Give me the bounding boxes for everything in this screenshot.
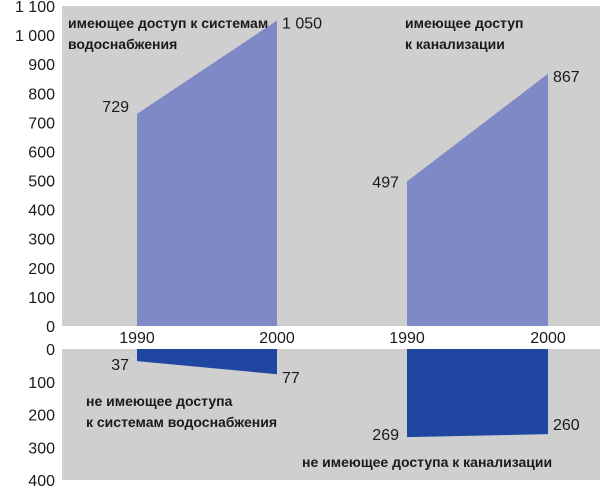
lower-data-label: 269 <box>372 427 399 444</box>
upper-y-tick-label: 700 <box>28 115 55 132</box>
upper-series-label: водоснабжения <box>68 36 177 52</box>
upper-y-tick-label: 1 100 <box>15 0 55 16</box>
upper-data-label: 497 <box>372 174 399 191</box>
upper-area-1 <box>137 20 277 327</box>
x-tick-label: 2000 <box>530 330 566 347</box>
upper-series-label: имеющее доступ <box>405 15 523 31</box>
lower-data-label: 37 <box>111 357 129 374</box>
upper-y-tick-label: 600 <box>28 144 55 161</box>
upper-data-label: 729 <box>102 99 129 116</box>
upper-data-label: 867 <box>553 69 580 86</box>
x-tick-label: 1990 <box>389 330 425 347</box>
upper-y-tick-label: 200 <box>28 261 55 278</box>
x-tick-label: 1990 <box>119 330 155 347</box>
lower-y-tick-label: 200 <box>28 408 55 425</box>
upper-y-tick-label: 100 <box>28 290 55 307</box>
lower-y-tick-label: 400 <box>28 473 55 486</box>
upper-y-tick-label: 1 000 <box>15 28 55 45</box>
lower-series-label: к системам водоснабжения <box>86 414 277 430</box>
upper-area-2 <box>407 73 548 326</box>
upper-y-tick-label: 500 <box>28 174 55 191</box>
lower-series-label: не имеющее доступа к канализации <box>302 454 552 470</box>
upper-y-tick-label: 800 <box>28 86 55 103</box>
lower-data-label: 77 <box>282 370 300 387</box>
upper-y-tick-label: 900 <box>28 57 55 74</box>
lower-series-label: не имеющее доступа <box>86 393 233 409</box>
lower-data-label: 260 <box>553 417 580 434</box>
upper-data-label: 1 050 <box>282 16 322 33</box>
lower-y-tick-label: 0 <box>46 342 55 359</box>
upper-y-tick-label: 300 <box>28 232 55 249</box>
upper-y-tick-label: 400 <box>28 203 55 220</box>
lower-area-1 <box>137 349 277 375</box>
upper-series-label: к канализации <box>405 36 505 52</box>
upper-series-label: имеющее доступ к системам <box>68 15 268 31</box>
lower-y-tick-label: 100 <box>28 375 55 392</box>
x-tick-label: 2000 <box>259 330 295 347</box>
upper-y-tick-label: 0 <box>46 319 55 336</box>
lower-area-2 <box>407 349 548 438</box>
lower-y-tick-label: 300 <box>28 440 55 457</box>
